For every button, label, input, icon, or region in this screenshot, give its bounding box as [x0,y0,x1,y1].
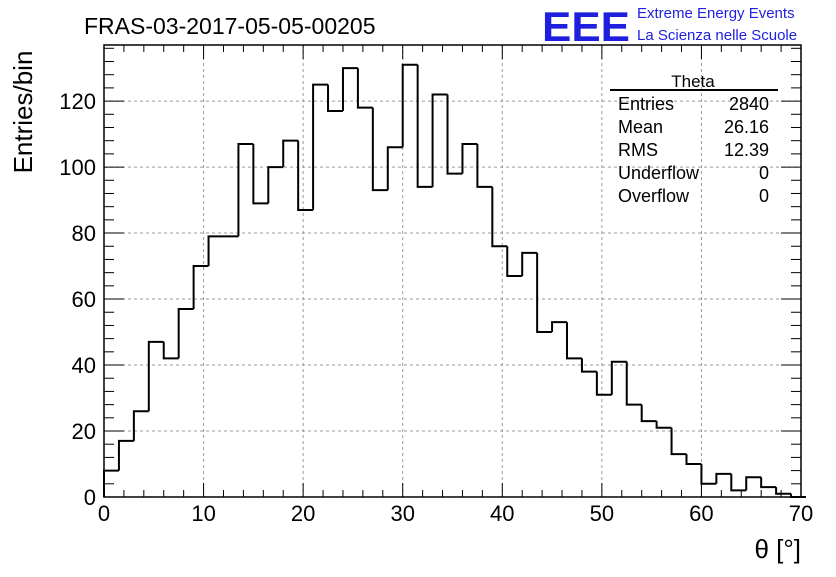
histogram-bin [252,143,269,205]
y-axis-label: Entries/bin [8,51,38,174]
histogram-bin [461,142,478,174]
stats-title: Theta [671,72,715,91]
histogram-bin [132,410,149,441]
project-subtitle: La Scienza nelle Scuole [637,27,797,44]
histogram-bin [401,63,418,148]
histogram-bin [521,251,538,276]
histogram-bin [162,341,179,360]
y-tick-label: 40 [72,353,96,378]
plot-border [103,44,802,498]
run-title: FRAS-03-2017-05-05-00205 [84,13,376,39]
histogram-series [103,63,806,498]
histogram-bin [536,252,553,334]
x-tick-label: 20 [291,501,315,526]
stats-row-label: Overflow [618,186,690,206]
histogram-bin [282,139,299,168]
histogram-bin [551,321,568,333]
histogram-bin [147,340,164,412]
histogram-bin [506,246,523,277]
histogram-bin [760,477,777,489]
histogram-bin [640,404,657,423]
y-tick-label: 80 [72,221,96,246]
histogram-bin [730,473,747,492]
histogram-bin [491,186,508,248]
project-name: Extreme Energy Events [637,5,795,22]
x-tick-label: 10 [191,501,215,526]
histogram-bin [715,472,732,484]
grid-lines [104,45,801,497]
stats-row-value: 12.39 [724,140,769,160]
histogram-bin [371,107,388,192]
tick-labels: 0 10 20 30 40 50 60 70 0 20 40 60 80 100 120 [59,89,813,526]
histogram-bin [416,64,433,188]
histogram-bin [655,421,672,429]
histogram-bin [117,439,134,471]
histogram-bin [192,265,209,309]
histogram-bin [595,371,612,396]
stats-rows: Entries 2840 Mean 26.16 RMS 12.39 Underflow 0 Ov… [618,94,769,206]
histogram-bin [566,322,582,360]
y-tick-label: 100 [59,155,96,180]
y-tick-label: 60 [72,287,96,312]
stats-row-value: 2840 [729,94,769,114]
histogram-bin [431,93,448,187]
eee-logo: EEE [542,3,630,50]
y-tick-label: 20 [72,419,96,444]
x-tick-label: 40 [490,501,514,526]
histogram-bin [297,140,314,211]
histogram-bin [177,307,194,359]
histogram-bin [386,146,403,191]
stats-row-value: 0 [759,163,769,183]
stats-box: Theta Entries 2840 Mean 26.16 RMS 12.39 Underf… [610,72,778,206]
stats-row-label: RMS [618,140,658,160]
histogram-bin [207,235,224,267]
y-tick-label: 120 [59,89,96,114]
histogram-bin [580,358,597,373]
histogram-bin [685,454,702,466]
stats-row-value: 0 [759,186,769,206]
histogram-bin [745,476,762,491]
histogram-bin [327,84,343,112]
x-tick-label: 50 [590,501,614,526]
histogram-bin [267,166,284,204]
histogram-bin [670,427,687,456]
histogram-bin [625,361,642,406]
histogram-bin [700,464,717,485]
stats-row-value: 26.16 [724,117,769,137]
histogram-bin [446,94,463,175]
histogram-bin [341,67,358,111]
histogram-bin [237,142,254,237]
histogram-bin [476,143,493,188]
stats-row-label: Mean [618,117,663,137]
histogram-bin [775,487,792,495]
x-tick-label: 60 [689,501,713,526]
x-tick-label: 30 [390,501,414,526]
histogram-bin [312,83,329,210]
histogram-bin [610,360,627,395]
x-tick-label: 70 [789,501,813,526]
plot-frame [103,44,802,498]
stats-row-label: Underflow [618,163,700,183]
y-tick-label: 0 [84,485,96,510]
x-tick-label: 0 [98,501,110,526]
axis-ticks [103,45,802,498]
x-axis-label: θ [°] [754,534,801,564]
histogram-bin [356,68,373,109]
stats-row-label: Entries [618,94,674,114]
